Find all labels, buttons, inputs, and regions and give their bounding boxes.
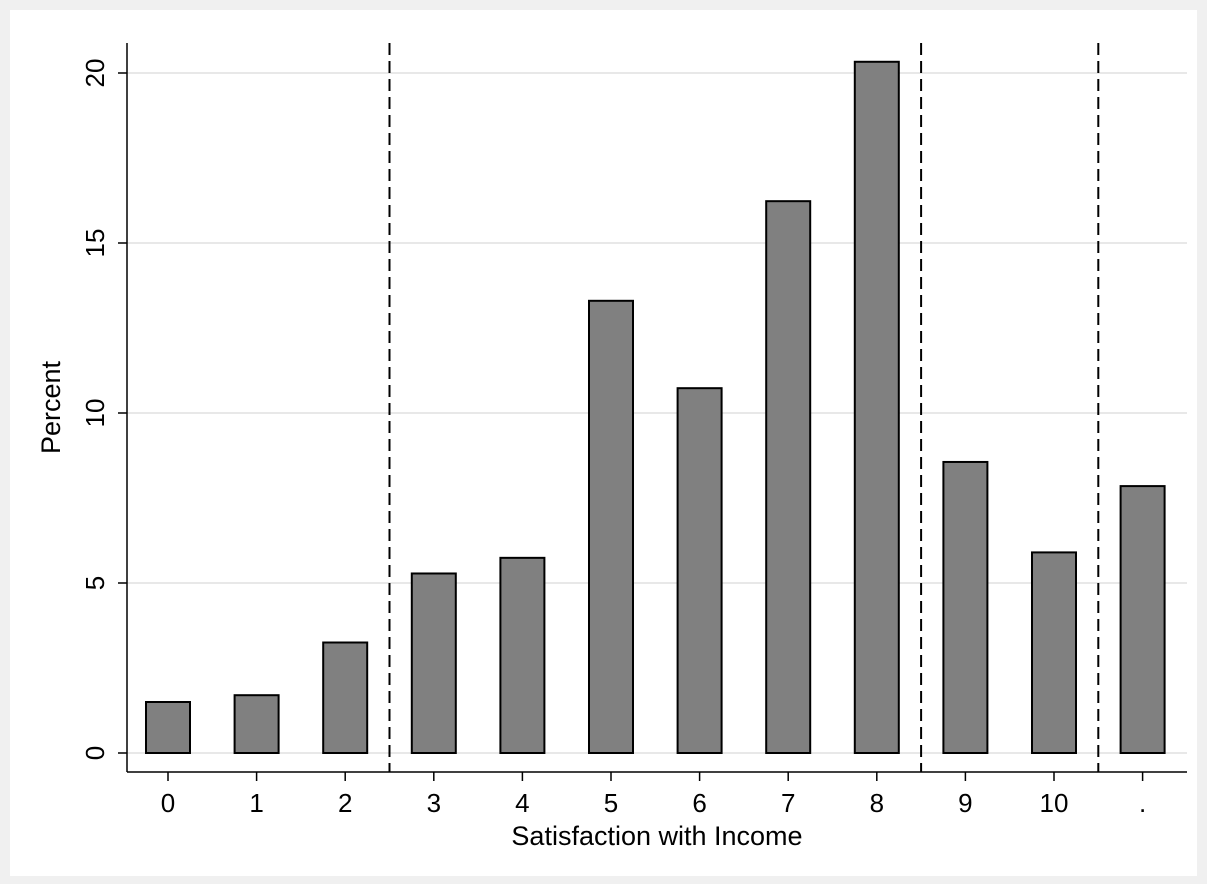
x-tick-label: 8 <box>870 788 884 818</box>
reference-lines <box>388 43 1100 772</box>
bar-4 <box>499 556 546 755</box>
x-tick-label: 0 <box>161 788 175 818</box>
bar-5 <box>588 299 634 754</box>
bar-8 <box>853 60 900 754</box>
y-tick-label: 20 <box>80 59 110 88</box>
bar-6 <box>676 387 723 754</box>
bar-missing <box>1119 485 1166 754</box>
x-tick-label: 5 <box>604 788 618 818</box>
axes <box>126 43 1187 773</box>
y-tick-label: 10 <box>80 399 110 428</box>
x-tick-label: 2 <box>338 788 352 818</box>
y-axis-title: Percent <box>36 360 66 454</box>
x-tick-label: 7 <box>781 788 795 818</box>
y-tick-label: 0 <box>80 746 110 760</box>
chart-panel: 0 5 10 15 20 0 1 2 3 4 5 6 7 8 9 10. Satisfaction with… <box>10 10 1197 876</box>
bar-2 <box>322 641 369 754</box>
x-tick-label: 10 <box>1040 788 1069 818</box>
bar-9 <box>942 460 989 754</box>
x-ticks: 0 1 2 3 4 5 6 7 8 9 10. <box>161 772 1146 818</box>
x-tick-label: 9 <box>958 788 972 818</box>
gridlines <box>127 72 1187 754</box>
bar-3 <box>410 572 457 754</box>
x-tick-label: . <box>1139 788 1146 818</box>
x-tick-label: 4 <box>515 788 529 818</box>
bar-0 <box>145 701 191 754</box>
bar-chart: 0 5 10 15 20 0 1 2 3 4 5 6 7 8 9 10. Satisfaction with… <box>36 43 1187 851</box>
y-tick-label: 15 <box>80 229 110 258</box>
y-ticks: 0 5 10 15 20 <box>80 59 127 760</box>
x-tick-label: 6 <box>692 788 706 818</box>
bar-7 <box>765 200 812 754</box>
bars <box>145 60 1166 755</box>
y-tick-label: 5 <box>80 576 110 590</box>
x-tick-label: 3 <box>427 788 441 818</box>
x-tick-label: 1 <box>249 788 263 818</box>
bar-1 <box>233 694 280 755</box>
x-axis-title: Satisfaction with Income <box>511 821 802 851</box>
bar-10 <box>1031 551 1077 755</box>
